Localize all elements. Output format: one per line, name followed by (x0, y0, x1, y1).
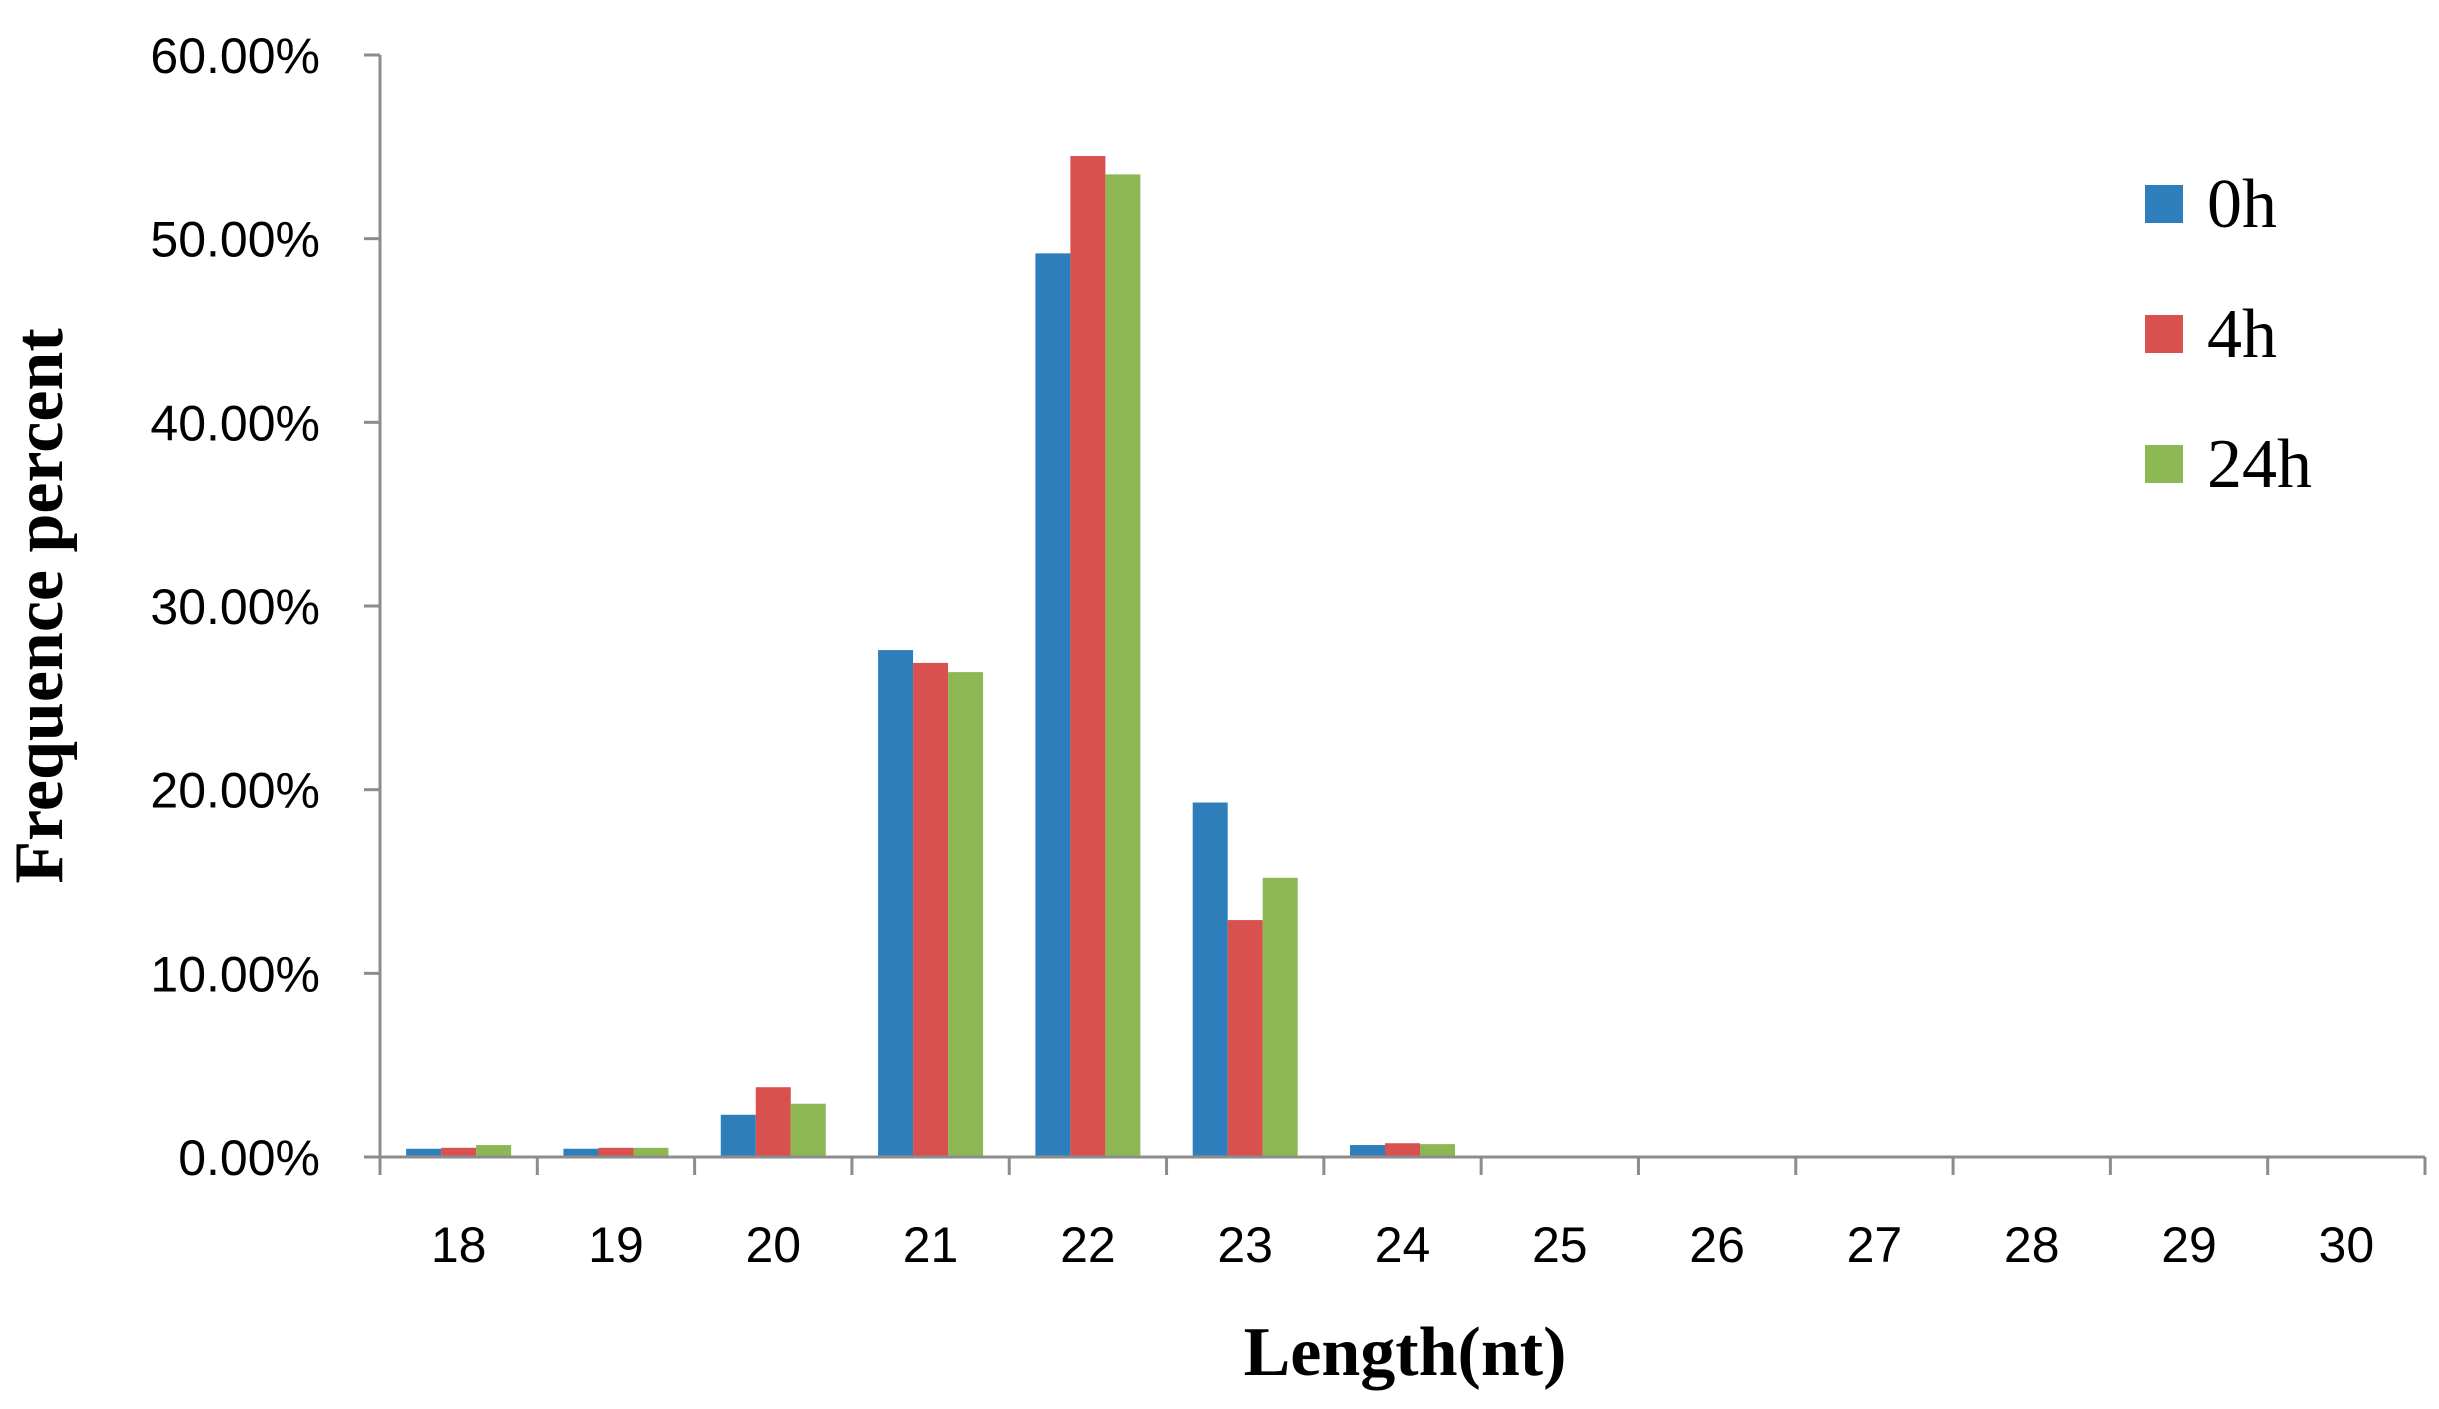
x-tick-label: 23 (1217, 1217, 1273, 1273)
bar-4h-22 (1070, 156, 1106, 1157)
bars-group (406, 156, 1455, 1158)
x-tick-label: 29 (2161, 1217, 2217, 1273)
x-tick-label: 24 (1375, 1217, 1431, 1273)
y-axis-title: Frequence percent (1, 328, 78, 883)
bar-4h-24 (1385, 1143, 1420, 1157)
legend: 0h 4h 24h (2145, 166, 2312, 503)
x-tick-label: 28 (2004, 1217, 2060, 1273)
legend-swatch-4h (2145, 315, 2183, 353)
x-tick-label: 26 (1689, 1217, 1745, 1273)
bar-4h-23 (1227, 920, 1263, 1157)
bar-24h-19 (633, 1147, 669, 1157)
x-tick-label: 20 (745, 1217, 801, 1273)
x-axis-title: Length(nt) (1244, 1314, 1567, 1391)
y-tick-labels: 0.00% 10.00% 20.00% 30.00% 40.00% 50.00% 60.00… (150, 28, 320, 1186)
bar-24h-18 (476, 1145, 512, 1157)
y-tick-label: 20.00% (150, 763, 320, 819)
legend-label-0h: 0h (2207, 166, 2277, 243)
bar-4h-21 (913, 662, 949, 1157)
bar-0h-24 (1350, 1145, 1385, 1157)
bar-24h-21 (948, 672, 984, 1157)
y-tick-label: 50.00% (150, 212, 320, 268)
x-tick-label: 21 (903, 1217, 959, 1273)
legend-label-24h: 24h (2207, 426, 2312, 503)
y-tick-label: 10.00% (150, 946, 320, 1002)
bar-24h-24 (1420, 1144, 1455, 1157)
x-tick-label: 19 (588, 1217, 644, 1273)
x-tick-label: 27 (1847, 1217, 1903, 1273)
x-tick-labels: 18 19 20 21 22 23 24 25 26 27 28 29 30 (431, 1217, 2374, 1273)
legend-swatch-0h (2145, 185, 2183, 223)
y-tick-label: 60.00% (150, 28, 320, 84)
bar-0h-22 (1035, 253, 1071, 1158)
bar-24h-23 (1262, 877, 1298, 1157)
bar-0h-19 (563, 1148, 599, 1157)
legend-label-4h: 4h (2207, 296, 2277, 373)
bar-0h-18 (406, 1148, 442, 1157)
x-tick-label: 30 (2319, 1217, 2375, 1273)
axes-group (364, 53, 2427, 1175)
y-tick-label: 30.00% (150, 579, 320, 635)
x-tick-label: 25 (1532, 1217, 1588, 1273)
x-tick-label: 18 (431, 1217, 487, 1273)
bar-0h-21 (878, 650, 914, 1157)
y-tick-label: 0.00% (178, 1130, 320, 1186)
bar-4h-19 (598, 1147, 634, 1157)
bar-24h-22 (1105, 174, 1141, 1158)
bar-4h-20 (755, 1087, 791, 1157)
x-tick-label: 22 (1060, 1217, 1116, 1273)
y-tick-label: 40.00% (150, 395, 320, 451)
bar-0h-20 (720, 1114, 756, 1157)
bar-24h-20 (790, 1103, 826, 1157)
bar-0h-23 (1192, 802, 1228, 1157)
legend-swatch-24h (2145, 445, 2183, 483)
bar-4h-18 (441, 1147, 477, 1157)
